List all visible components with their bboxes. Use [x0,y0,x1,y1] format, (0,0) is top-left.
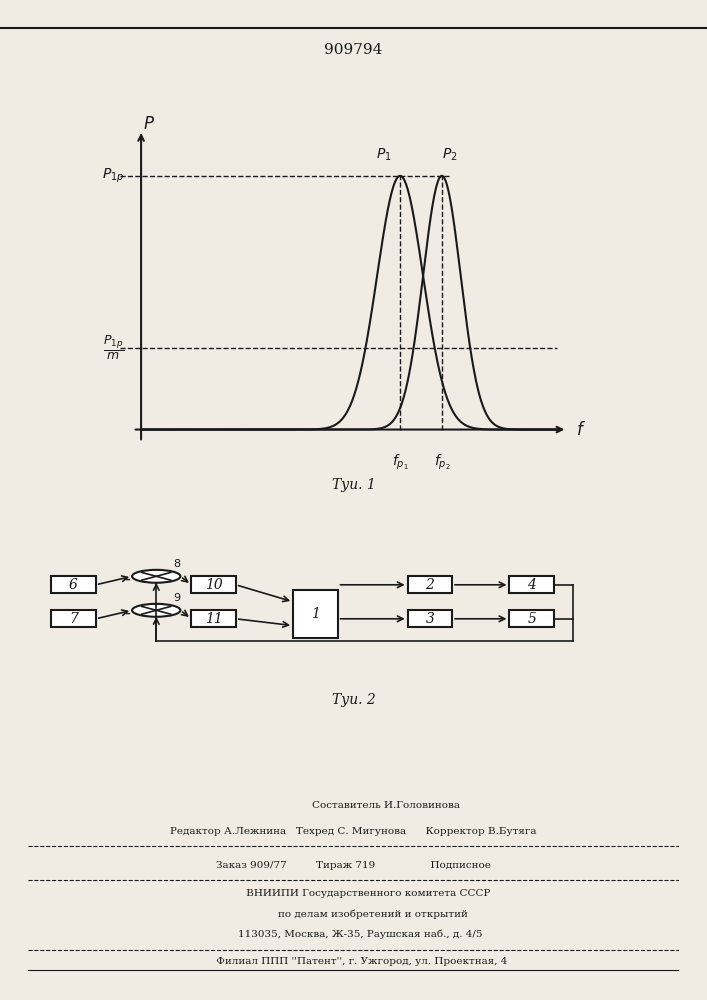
Text: $P$: $P$ [144,115,156,133]
Text: Редактор А.Лежнина   Техред С. Мигунова      Корректор В.Бутяга: Редактор А.Лежнина Техред С. Мигунова Ко… [170,827,537,836]
Text: $\dfrac{P_{1p}}{m}$: $\dfrac{P_{1p}}{m}$ [103,334,124,362]
Circle shape [132,604,180,617]
Bar [192,610,236,627]
Text: Τуи. 2: Τуи. 2 [332,693,375,707]
Bar [192,576,236,593]
Text: 3: 3 [426,612,434,626]
Text: 8: 8 [173,559,180,569]
Text: $P_{1p}$: $P_{1p}$ [102,167,124,185]
Circle shape [132,570,180,583]
Bar [407,576,452,593]
Bar [407,610,452,627]
Text: $f$: $f$ [575,421,585,439]
Bar [510,576,554,593]
Text: $P_1$: $P_1$ [375,147,391,163]
Text: 113035, Москва, Ж-35, Раушская наб., д. 4/5: 113035, Москва, Ж-35, Раушская наб., д. … [225,929,482,939]
Bar [52,576,96,593]
Text: Заказ 909/77         Тираж 719                 Подписное: Заказ 909/77 Тираж 719 Подписное [216,861,491,870]
Text: 10: 10 [204,578,223,592]
Bar [52,610,96,627]
Text: 11: 11 [204,612,223,626]
Text: 909794: 909794 [325,43,382,57]
Text: 9: 9 [173,593,180,603]
Text: $f_{p_2}$: $f_{p_2}$ [433,452,450,472]
Text: Филиал ППП ''Патент'', г. Ужгород, ул. Проектная, 4: Филиал ППП ''Патент'', г. Ужгород, ул. П… [200,958,507,966]
Text: 2: 2 [426,578,434,592]
Text: 4: 4 [527,578,536,592]
Bar [510,610,554,627]
Text: по делам изобретений и открытий: по делам изобретений и открытий [239,909,468,919]
Text: Составитель И.Головинова: Составитель И.Головинова [247,802,460,810]
Text: 5: 5 [527,612,536,626]
Text: -: - [124,569,130,587]
Text: $P_2$: $P_2$ [443,147,458,163]
Bar [293,590,338,638]
Text: -: - [124,603,130,621]
Text: ВНИИПИ Государственного комитета СССР: ВНИИПИ Государственного комитета СССР [217,890,490,898]
Text: $f_{p_1}$: $f_{p_1}$ [392,452,409,472]
Text: Τуи. 1: Τуи. 1 [332,478,375,492]
Text: 7: 7 [69,612,78,626]
Text: 1: 1 [311,607,320,621]
Text: 6: 6 [69,578,78,592]
